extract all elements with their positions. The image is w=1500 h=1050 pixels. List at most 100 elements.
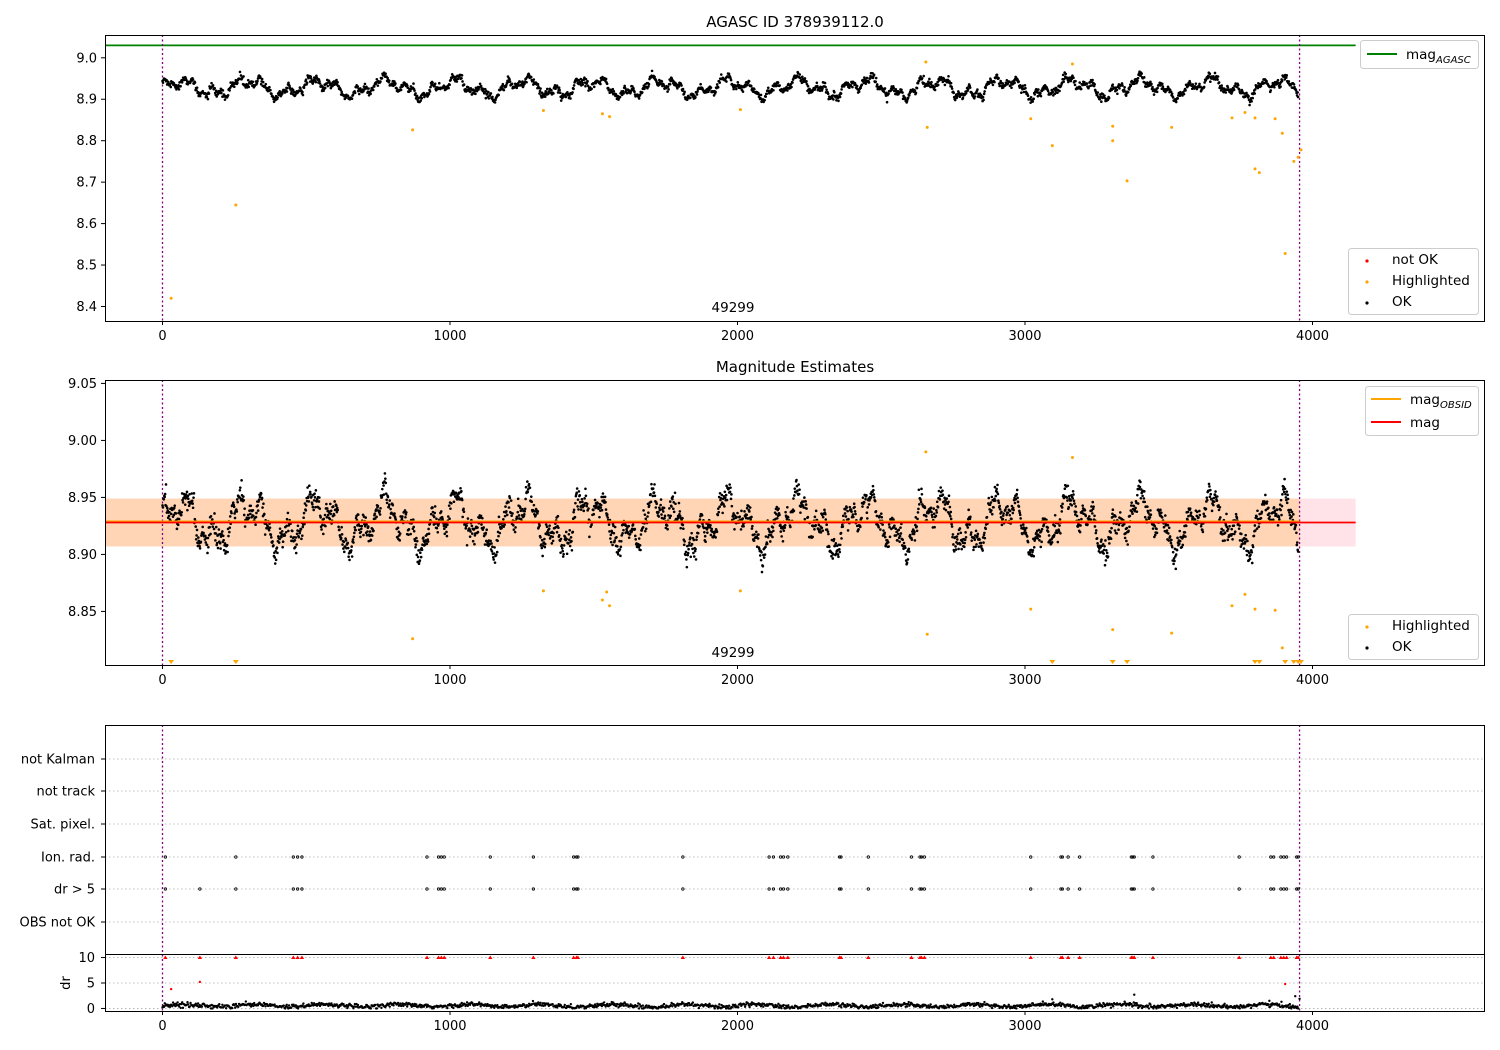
data-point-ok bbox=[874, 509, 878, 513]
data-point-ok bbox=[838, 95, 842, 99]
data-point-highlighted bbox=[1273, 608, 1277, 612]
data-point-ok bbox=[259, 82, 263, 86]
data-point-ok bbox=[301, 534, 304, 537]
data-point-ok bbox=[562, 544, 566, 547]
data-point-ok bbox=[1268, 515, 1272, 518]
data-point-ok bbox=[865, 493, 868, 497]
data-point-ok bbox=[955, 94, 959, 98]
data-point-ok bbox=[1171, 550, 1175, 554]
data-point-ok bbox=[474, 92, 477, 96]
data-point-ok bbox=[376, 504, 380, 508]
data-point-ok bbox=[346, 94, 350, 97]
data-point-ok bbox=[501, 82, 505, 86]
data-point-ok bbox=[1086, 523, 1089, 526]
data-point-ok bbox=[688, 96, 692, 100]
data-point-ok bbox=[699, 82, 702, 86]
data-point-ok bbox=[605, 82, 609, 86]
data-point-ok bbox=[1184, 524, 1188, 528]
data-point-ok bbox=[913, 89, 917, 93]
data-point-ok bbox=[835, 98, 838, 102]
data-point-ok bbox=[723, 505, 726, 508]
data-point-ok bbox=[913, 539, 917, 542]
data-point-ok bbox=[489, 92, 493, 95]
y-tick-label: 9.05 bbox=[68, 377, 97, 392]
data-point-ok bbox=[469, 530, 472, 533]
data-point-ok bbox=[1208, 488, 1212, 492]
data-point-highlighted bbox=[608, 115, 612, 119]
x-tick-label: 4000 bbox=[1296, 673, 1329, 688]
data-point-ok bbox=[916, 511, 920, 514]
data-point-ok bbox=[1023, 528, 1027, 532]
data-point-ok bbox=[202, 531, 205, 535]
data-point-ok bbox=[998, 507, 1002, 511]
data-point-ok bbox=[349, 549, 353, 552]
data-point-ok bbox=[736, 80, 740, 84]
data-point-ok bbox=[899, 526, 902, 529]
data-point-ok bbox=[1039, 545, 1043, 549]
data-point-ok bbox=[516, 497, 520, 501]
data-point-ok bbox=[396, 526, 400, 530]
data-point-ok bbox=[659, 503, 662, 507]
data-point-ok bbox=[1296, 550, 1300, 553]
data-point-ok bbox=[257, 498, 261, 501]
data-point-ok bbox=[1016, 500, 1020, 504]
data-point-ok bbox=[240, 479, 243, 482]
data-point-ok bbox=[1125, 526, 1129, 530]
data-point-ok bbox=[857, 90, 861, 93]
data-point-ok bbox=[616, 545, 619, 548]
data-point-ok bbox=[1046, 530, 1050, 533]
data-point-ok bbox=[226, 93, 230, 97]
data-point-ok bbox=[957, 547, 960, 551]
data-point-ok bbox=[916, 517, 919, 521]
data-point-ok bbox=[983, 536, 987, 540]
data-point-ok bbox=[515, 86, 519, 90]
data-point-ok bbox=[522, 513, 526, 516]
data-point-ok bbox=[738, 515, 742, 518]
data-point-ok bbox=[964, 531, 967, 534]
data-point-ok bbox=[1267, 506, 1270, 510]
data-point-ok bbox=[582, 509, 586, 513]
data-point-ok bbox=[409, 89, 412, 93]
data-point-ok bbox=[325, 515, 329, 519]
data-point-ok bbox=[1062, 77, 1066, 81]
x-tick-label: 2000 bbox=[721, 329, 754, 344]
data-point-ok bbox=[666, 527, 669, 531]
data-point-ok bbox=[848, 86, 851, 89]
data-point-ok bbox=[908, 533, 912, 537]
data-point-ok bbox=[247, 516, 251, 520]
data-point-ok bbox=[281, 92, 284, 95]
data-point-ok bbox=[209, 514, 213, 518]
data-point-ok bbox=[231, 501, 235, 505]
data-point-ok bbox=[1056, 540, 1060, 544]
data-point-ok bbox=[1210, 509, 1214, 513]
data-point-ok bbox=[1203, 81, 1206, 84]
data-point-ok bbox=[242, 75, 245, 78]
data-point-ok bbox=[883, 87, 887, 90]
data-point-ok bbox=[168, 510, 171, 514]
data-point-ok bbox=[325, 507, 329, 510]
data-point-ok bbox=[715, 530, 719, 534]
data-point-ok bbox=[835, 94, 839, 98]
data-point-ok bbox=[448, 517, 451, 521]
data-point-ok bbox=[730, 493, 733, 496]
data-point-ok bbox=[516, 516, 519, 520]
data-point-ok bbox=[649, 500, 653, 504]
data-point-ok bbox=[978, 95, 981, 99]
data-point-ok bbox=[323, 513, 327, 517]
data-point-ok bbox=[429, 85, 432, 89]
data-point-ok bbox=[183, 503, 187, 506]
data-point-ok bbox=[192, 496, 195, 499]
data-point-ok bbox=[941, 489, 944, 492]
data-point-ok bbox=[978, 538, 981, 541]
y-tick-label: 8.7 bbox=[76, 176, 97, 191]
data-point-ok bbox=[272, 544, 275, 547]
data-point-ok bbox=[1167, 526, 1171, 530]
data-point-ok bbox=[414, 543, 418, 546]
data-point-ok bbox=[273, 556, 277, 559]
data-point-ok bbox=[1278, 518, 1281, 521]
data-point-ok bbox=[1285, 501, 1289, 505]
data-point-ok bbox=[538, 92, 541, 95]
y-tick-label: 8.5 bbox=[76, 259, 97, 274]
data-point-ok bbox=[658, 508, 662, 511]
data-point-ok bbox=[1047, 534, 1051, 537]
